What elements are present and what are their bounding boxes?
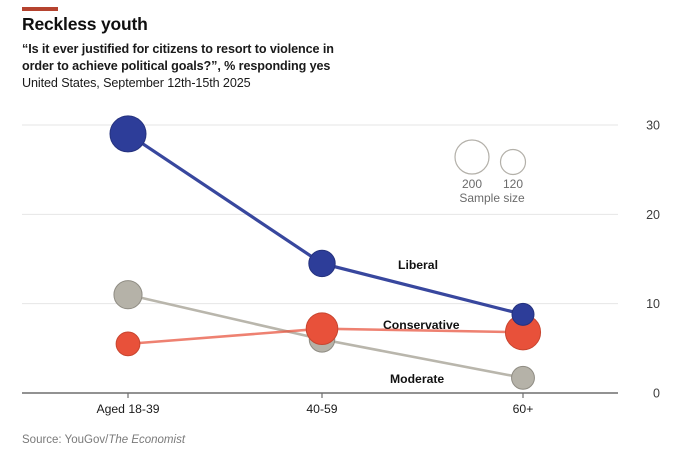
- data-point-liberal-2[interactable]: [511, 302, 535, 326]
- legend-caption: Sample size: [459, 191, 525, 205]
- y-axis-tick-label: 10: [646, 297, 660, 311]
- subtitle-line-1: “Is it ever justified for citizens to re…: [22, 42, 334, 56]
- legend-bubble-small: [499, 148, 527, 176]
- data-point-liberal-1[interactable]: [308, 249, 336, 278]
- subtitle-line-2: order to achieve political goals?”, % re…: [22, 59, 331, 73]
- accent-bar: [22, 7, 58, 11]
- y-axis-tick-label: 0: [653, 387, 660, 401]
- data-point-moderate-2[interactable]: [511, 365, 535, 390]
- chart-subtitle: “Is it ever justified for citizens to re…: [22, 41, 582, 92]
- source-note: Source: YouGov/The Economist: [22, 434, 185, 446]
- x-axis-ticks: [127, 393, 524, 398]
- x-axis-category-label: 60+: [513, 402, 534, 416]
- series-label-moderate: Moderate: [390, 372, 444, 386]
- source-publication: The Economist: [108, 434, 186, 446]
- data-point-conservative-1[interactable]: [305, 312, 339, 345]
- data-point-liberal-0[interactable]: [109, 115, 147, 153]
- series-points: [109, 115, 542, 390]
- data-point-conservative-0[interactable]: [115, 331, 141, 357]
- series-label-conservative: Conservative: [383, 318, 460, 332]
- series-line-liberal: [127, 132, 524, 316]
- series-label-liberal: Liberal: [398, 258, 438, 272]
- source-prefix: Source: YouGov/: [22, 434, 109, 446]
- x-axis-category-label: Aged 18-39: [96, 402, 159, 416]
- subtitle-line-3: United States, September 12th-15th 2025: [22, 76, 251, 90]
- y-axis-labels: 0 10 20 30: [646, 119, 660, 401]
- y-axis-tick-label: 30: [646, 119, 660, 133]
- y-axis-tick-label: 20: [646, 208, 660, 222]
- page-title: Reckless youth: [22, 14, 148, 34]
- x-axis-labels: Aged 18-39 40-59 60+: [96, 402, 533, 416]
- series-labels: Liberal Conservative Moderate: [383, 258, 460, 386]
- legend-bubble-large: [454, 139, 490, 175]
- legend-label-large: 200: [462, 177, 482, 191]
- data-point-moderate-0[interactable]: [113, 280, 143, 310]
- legend-label-small: 120: [503, 177, 523, 191]
- x-axis-category-label: 40-59: [306, 402, 337, 416]
